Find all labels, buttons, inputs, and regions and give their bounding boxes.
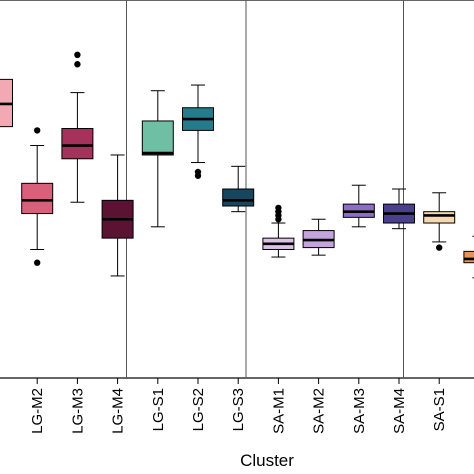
x-tick-label-sa-s2: SA-S2 <box>471 388 474 431</box>
x-axis: LG-M2 LG-M3 LG-M4 LG-S1 LG-S2 LG-S3 SA-M1 SA-M2… <box>29 378 474 434</box>
x-tick-label-sa-m2: SA-M2 <box>311 388 328 434</box>
outlier-lg-m2-1 <box>34 259 41 266</box>
x-tick-label-lg-s1: LG-S1 <box>150 388 167 431</box>
outlier-sa-m1-4 <box>275 204 282 212</box>
outlier-sa-s1-1 <box>436 244 443 251</box>
x-tick-label-sa-m1: SA-M1 <box>270 388 287 434</box>
box-lg-s2 <box>182 84 214 179</box>
x-axis-title: Cluster <box>240 451 294 470</box>
box-sa-m4 <box>383 188 415 230</box>
box-body-lg-s3 <box>222 188 255 207</box>
outlier-lg-m3-2 <box>74 61 81 68</box>
outlier-lg-s2-2 <box>194 168 202 176</box>
outlier-lg-m3-1 <box>74 51 81 59</box>
box-body-lg-m3 <box>61 128 94 160</box>
box-lg-m2 <box>21 127 54 266</box>
x-tick-label-sa-m4: SA-M4 <box>391 388 408 434</box>
box-sa-s1 <box>423 192 456 251</box>
x-tick-label-lg-m3: LG-M3 <box>69 388 86 434</box>
x-tick-label-lg-s3: LG-S3 <box>230 388 247 431</box>
x-tick-label-lg-m2: LG-M2 <box>29 388 46 434</box>
outlier-lg-m2-2 <box>34 127 41 134</box>
box-body-lg-s1 <box>141 120 174 156</box>
box-body-sa-s1 <box>423 211 456 224</box>
box-lg-s3 <box>222 165 255 213</box>
box-sa-m2 <box>302 218 335 256</box>
x-tick-label-lg-m4: LG-M4 <box>110 388 127 434</box>
box-body-sa-s2 <box>463 250 474 264</box>
x-tick-label-sa-s1: SA-S1 <box>431 388 448 431</box>
x-tick-label-sa-m3: SA-M3 <box>351 388 368 434</box>
plot-area <box>0 0 474 379</box>
box-sa-m1 <box>262 204 295 258</box>
box-lg-m4 <box>101 154 134 277</box>
box-sa-s2 <box>463 235 474 279</box>
box-lg-s1 <box>141 90 174 228</box>
box-lg-m1 <box>0 78 13 128</box>
x-tick-label-lg-s2: LG-S2 <box>190 388 207 431</box>
box-body-lg-m2 <box>21 182 54 215</box>
box-lg-m3 <box>61 51 94 203</box>
box-sa-m3 <box>342 184 375 228</box>
plot-frame <box>0 0 474 379</box>
